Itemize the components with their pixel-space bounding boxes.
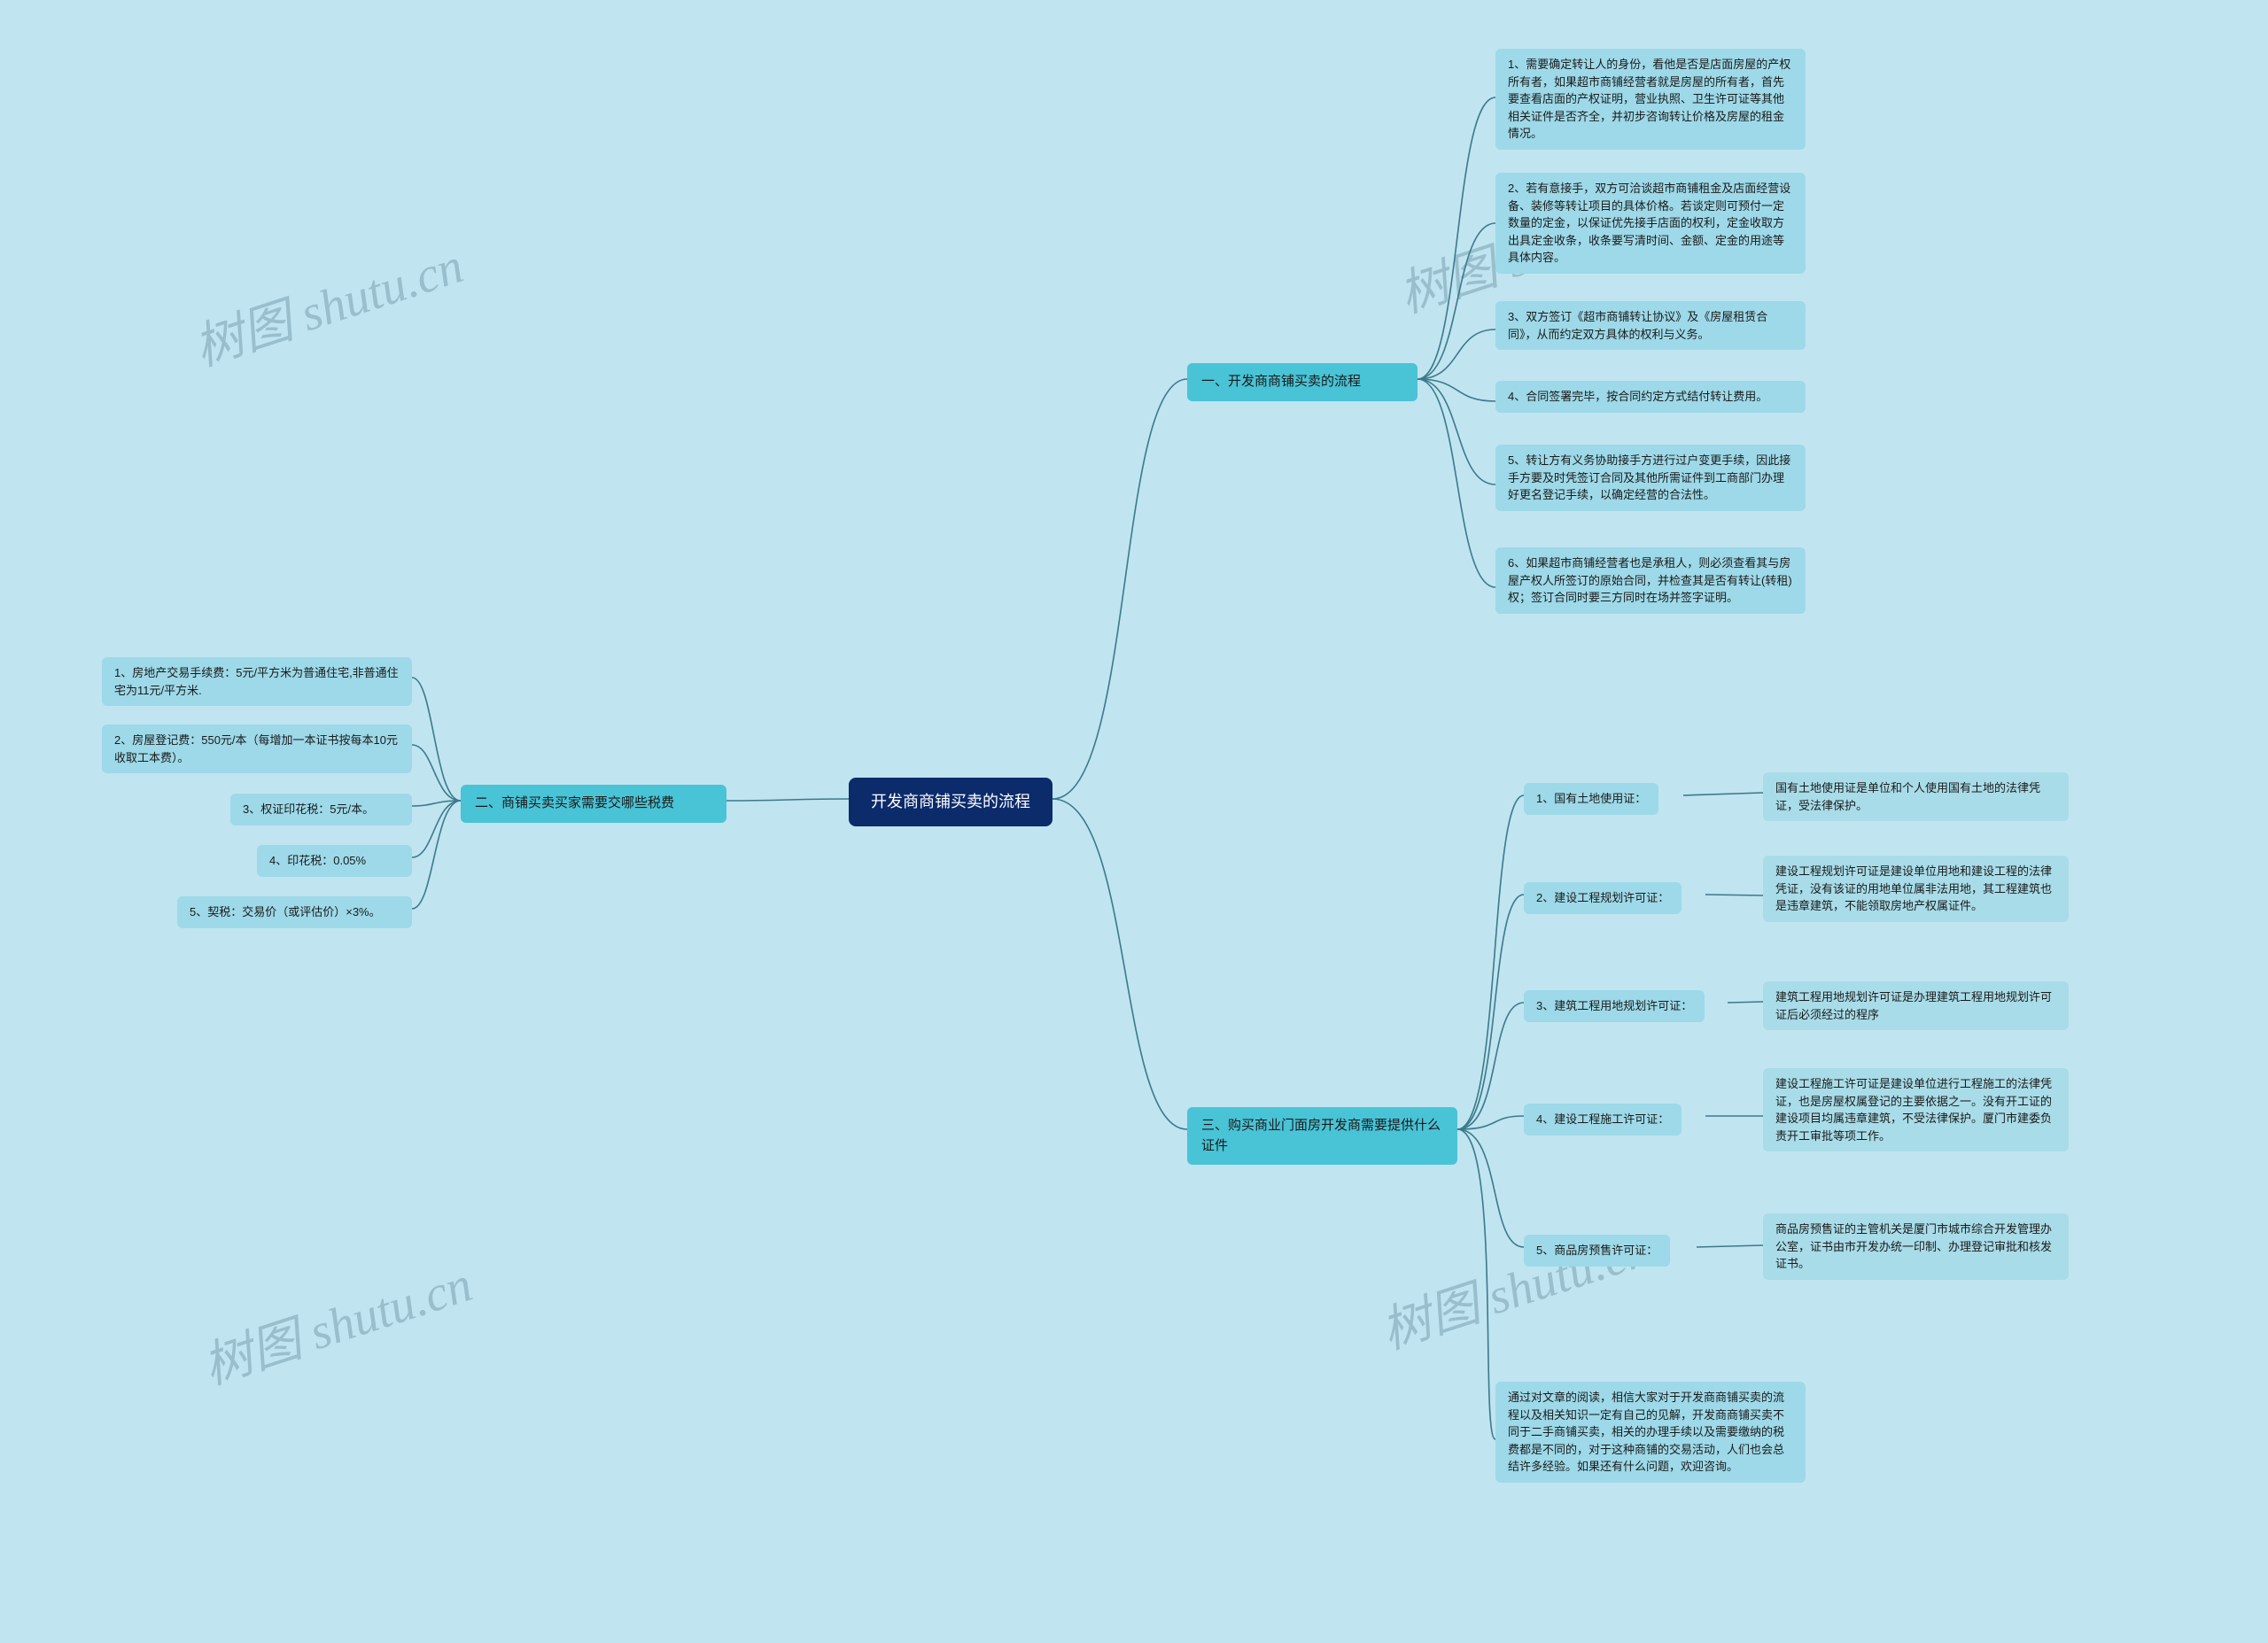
branch-2-item[interactable]: 5、契税：交易价（或评估价）×3%。 <box>177 896 412 928</box>
branch-3-desc[interactable]: 建筑工程用地规划许可证是办理建筑工程用地规划许可证后必须经过的程序 <box>1763 981 2069 1030</box>
branch-1-item[interactable]: 4、合同签署完毕，按合同约定方式结付转让费用。 <box>1495 381 1806 413</box>
branch-2[interactable]: 二、商铺买卖买家需要交哪些税费 <box>461 785 726 823</box>
root-node[interactable]: 开发商商铺买卖的流程 <box>849 778 1052 826</box>
branch-3-desc[interactable]: 建设工程规划许可证是建设单位用地和建设工程的法律凭证，没有该证的用地单位属非法用… <box>1763 856 2069 922</box>
branch-1-item[interactable]: 6、如果超市商铺经营者也是承租人，则必须查看其与房屋产权人所签订的原始合同，并检… <box>1495 547 1806 614</box>
branch-1-item[interactable]: 1、需要确定转让人的身份，看他是否是店面房屋的产权所有者，如果超市商铺经营者就是… <box>1495 49 1806 150</box>
branch-2-item[interactable]: 4、印花税：0.05% <box>257 845 412 877</box>
branch-2-item[interactable]: 1、房地产交易手续费：5元/平方米为普通住宅,非普通住宅为11元/平方米. <box>102 657 412 706</box>
branch-3-desc[interactable]: 商品房预售证的主管机关是厦门市城市综合开发管理办公室，证书由市开发办统一印制、办… <box>1763 1213 2069 1280</box>
branch-1-item[interactable]: 2、若有意接手，双方可洽谈超市商铺租金及店面经营设备、装修等转让项目的具体价格。… <box>1495 173 1806 274</box>
branch-2-item[interactable]: 3、权证印花税：5元/本。 <box>230 794 412 825</box>
branch-3-footer[interactable]: 通过对文章的阅读，相信大家对于开发商商铺买卖的流程以及相关知识一定有自己的见解，… <box>1495 1382 1806 1483</box>
branch-3-label[interactable]: 2、建设工程规划许可证： <box>1524 882 1682 914</box>
branch-3[interactable]: 三、购买商业门面房开发商需要提供什么证件 <box>1187 1107 1457 1165</box>
branch-3-desc[interactable]: 建设工程施工许可证是建设单位进行工程施工的法律凭证，也是房屋权属登记的主要依据之… <box>1763 1068 2069 1151</box>
branch-3-label[interactable]: 4、建设工程施工许可证： <box>1524 1104 1682 1135</box>
branch-2-item[interactable]: 2、房屋登记费：550元/本（每增加一本证书按每本10元收取工本费）。 <box>102 725 412 773</box>
branch-3-desc[interactable]: 国有土地使用证是单位和个人使用国有土地的法律凭证，受法律保护。 <box>1763 772 2069 821</box>
watermark: 树图 shutu.cn <box>192 1244 479 1399</box>
mindmap-canvas: 树图 shutu.cn 树图 shutu.cn 树图 shutu.cn 树图 s… <box>0 0 2268 1643</box>
watermark: 树图 shutu.cn <box>183 226 470 380</box>
watermark: 树图 shutu.cn <box>1371 1209 1658 1363</box>
branch-1-item[interactable]: 3、双方签订《超市商铺转让协议》及《房屋租赁合同》，从而约定双方具体的权利与义务… <box>1495 301 1806 350</box>
branch-1-item[interactable]: 5、转让方有义务协助接手方进行过户变更手续，因此接手方要及时凭签订合同及其他所需… <box>1495 445 1806 511</box>
branch-1[interactable]: 一、开发商商铺买卖的流程 <box>1187 363 1418 401</box>
branch-3-label[interactable]: 5、商品房预售许可证： <box>1524 1235 1670 1267</box>
branch-3-label[interactable]: 3、建筑工程用地规划许可证： <box>1524 990 1705 1022</box>
branch-3-label[interactable]: 1、国有土地使用证： <box>1524 783 1658 815</box>
